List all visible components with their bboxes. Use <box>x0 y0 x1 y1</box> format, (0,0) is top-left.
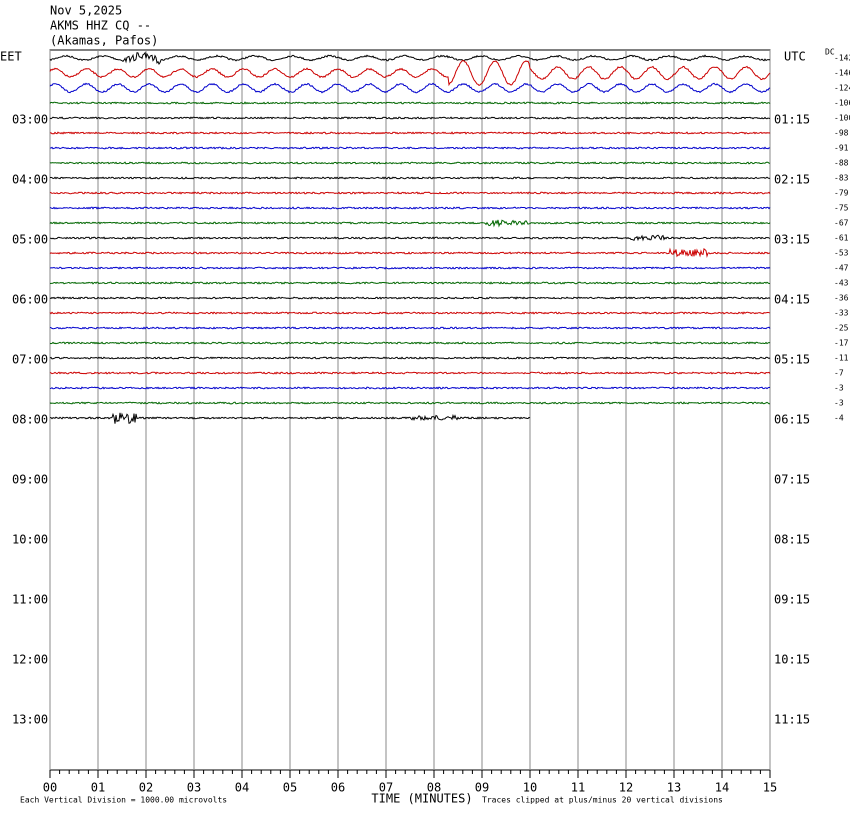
trace <box>49 386 771 390</box>
trace <box>49 341 771 345</box>
dc-offset-label: -61 <box>834 234 849 243</box>
trace <box>49 82 771 94</box>
right-time-label: 04:15 <box>774 293 810 307</box>
dc-offset-label: -91 <box>834 144 849 153</box>
dc-offset-label: -100 <box>834 114 850 123</box>
dc-offset-label: -17 <box>834 339 849 348</box>
left-time-label: 10:00 <box>12 533 48 547</box>
left-time-label: 04:00 <box>12 173 48 187</box>
dc-offset-label: -88 <box>834 159 849 168</box>
title-line: (Akamas, Pafos) <box>50 34 158 48</box>
trace <box>49 326 771 330</box>
trace <box>49 371 771 375</box>
trace <box>49 116 771 120</box>
right-time-label: 10:15 <box>774 653 810 667</box>
dc-offset-label: -3 <box>834 399 844 408</box>
dc-offset-label: -98 <box>834 129 849 138</box>
x-tick-label: 05 <box>283 781 297 795</box>
x-tick-label: 12 <box>619 781 633 795</box>
x-tick-label: 03 <box>187 781 201 795</box>
dc-offset-label: -25 <box>834 324 849 333</box>
trace <box>49 356 771 360</box>
trace <box>50 234 771 242</box>
dc-offset-label: -7 <box>834 369 844 378</box>
x-tick-label: 01 <box>91 781 105 795</box>
x-tick-label: 04 <box>235 781 249 795</box>
dc-offset-label: -47 <box>834 264 849 273</box>
left-time-label: 12:00 <box>12 653 48 667</box>
title-line: Nov 5,2025 <box>50 4 122 18</box>
left-time-label: 06:00 <box>12 293 48 307</box>
x-tick-label: 02 <box>139 781 153 795</box>
dc-offset-label: -36 <box>834 294 849 303</box>
x-tick-label: 07 <box>379 781 393 795</box>
trace <box>49 266 771 270</box>
trace <box>49 176 771 180</box>
right-time-label: 08:15 <box>774 533 810 547</box>
right-time-label: 06:15 <box>774 413 810 427</box>
trace <box>49 401 770 405</box>
trace <box>49 311 771 315</box>
dc-offset-label: -67 <box>834 219 849 228</box>
dc-offset-label: -53 <box>834 249 849 258</box>
trace <box>49 296 771 300</box>
left-time-label: 07:00 <box>12 353 48 367</box>
x-tick-label: 13 <box>667 781 681 795</box>
left-time-label: 13:00 <box>12 713 48 727</box>
left-time-label: 08:00 <box>12 413 48 427</box>
left-time-label: 09:00 <box>12 473 48 487</box>
trace <box>49 219 771 228</box>
dc-offset-label: -124 <box>834 84 850 93</box>
trace <box>49 146 771 150</box>
right-time-label: 05:15 <box>774 353 810 367</box>
x-axis-label: TIME (MINUTES) <box>371 792 472 806</box>
left-time-label: 05:00 <box>12 233 48 247</box>
trace <box>49 281 770 285</box>
x-tick-label: 14 <box>715 781 729 795</box>
right-axis-label: UTC <box>784 50 806 64</box>
plot-frame <box>49 49 771 771</box>
dc-offset-label: -106 <box>834 99 850 108</box>
dc-offset-label: -33 <box>834 309 849 318</box>
trace <box>49 101 771 105</box>
dc-offset-label: -3 <box>834 384 844 393</box>
right-time-label: 11:15 <box>774 713 810 727</box>
left-axis-label: EET <box>0 50 22 64</box>
x-tick-label: 11 <box>571 781 585 795</box>
trace <box>49 131 771 135</box>
dc-offset-label: -142 <box>834 54 850 63</box>
trace <box>49 247 770 258</box>
dc-offset-label: -75 <box>834 204 849 213</box>
trace <box>49 51 771 65</box>
dc-offset-label: -83 <box>834 174 849 183</box>
right-time-label: 07:15 <box>774 473 810 487</box>
clip-note: Traces clipped at plus/minus 20 vertical… <box>482 796 723 805</box>
dc-label: DC <box>825 48 835 57</box>
title-line: AKMS HHZ CQ -- <box>50 19 151 33</box>
right-time-label: 03:15 <box>774 233 810 247</box>
left-time-label: 11:00 <box>12 593 48 607</box>
left-time-label: 03:00 <box>12 113 48 127</box>
right-time-label: 02:15 <box>774 173 810 187</box>
trace <box>50 412 531 424</box>
x-tick-label: 15 <box>763 781 777 795</box>
right-time-label: 01:15 <box>774 113 810 127</box>
trace <box>49 59 771 87</box>
dc-offset-label: -79 <box>834 189 849 198</box>
x-tick-label: 10 <box>523 781 537 795</box>
right-time-label: 09:15 <box>774 593 810 607</box>
dc-offset-label: -43 <box>834 279 849 288</box>
x-tick-label: 00 <box>43 781 57 795</box>
x-tick-label: 08 <box>427 781 441 795</box>
x-tick-label: 09 <box>475 781 489 795</box>
dc-offset-label: -11 <box>834 354 849 363</box>
dc-offset-label: -4 <box>834 414 844 423</box>
dc-offset-label: -146 <box>834 69 850 78</box>
x-tick-label: 06 <box>331 781 345 795</box>
trace <box>49 191 771 195</box>
trace <box>49 161 771 165</box>
trace <box>49 206 771 210</box>
scale-note: Each Vertical Division = 1000.00 microvo… <box>20 796 227 805</box>
